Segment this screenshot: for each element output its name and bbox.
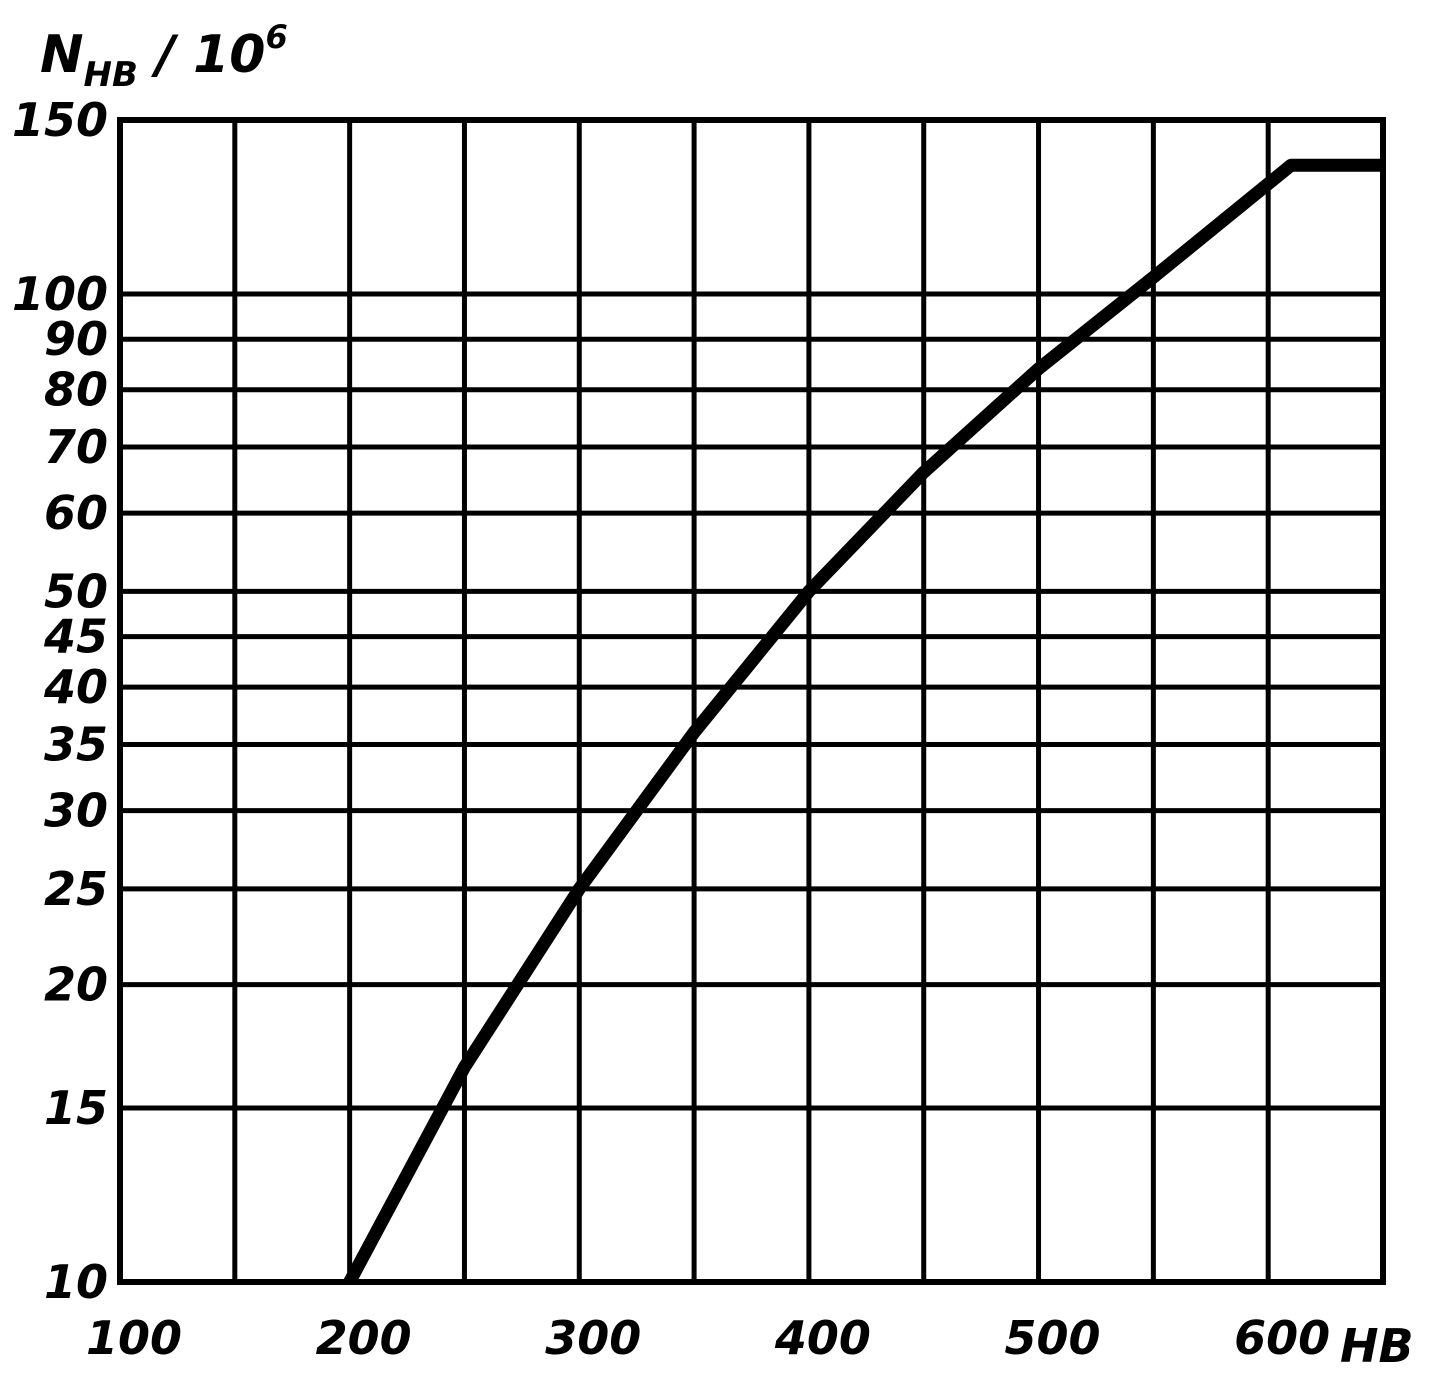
x-axis-unit: HB xyxy=(1340,1319,1414,1373)
y-tick-label: 50 xyxy=(44,564,108,618)
y-tick-label: 30 xyxy=(44,784,108,838)
y-tick-label: 60 xyxy=(44,486,108,540)
y-axis-title-main: N xyxy=(40,25,84,85)
x-tick-label: 500 xyxy=(1005,1311,1101,1365)
y-tick-label: 20 xyxy=(44,958,108,1012)
y-axis-title-suffix: / 10 xyxy=(138,25,266,85)
y-axis-title-superscript: 6 xyxy=(265,18,287,56)
plot-frame xyxy=(117,117,1386,1285)
x-tick-label: 200 xyxy=(316,1311,412,1365)
plot-border xyxy=(117,117,1386,1285)
x-tick-label: 100 xyxy=(86,1311,182,1365)
series xyxy=(343,158,1383,1286)
series-line-0 xyxy=(343,158,1383,1286)
y-tick-label: 150 xyxy=(12,93,108,147)
y-tick-label: 10 xyxy=(44,1255,108,1309)
x-tick-label: 300 xyxy=(545,1311,641,1365)
y-tick-label: 70 xyxy=(44,420,108,474)
y-axis-title-subscript: HB xyxy=(84,55,138,95)
y-axis-title: NHB / 106 xyxy=(40,18,288,95)
y-tick-label: 100 xyxy=(12,267,108,321)
y-tick-label: 25 xyxy=(44,862,108,916)
y-tick-label: 15 xyxy=(44,1081,108,1135)
x-tick-label: 400 xyxy=(774,1311,871,1365)
y-tick-label: 40 xyxy=(43,660,108,714)
y-tick-label: 35 xyxy=(44,717,108,771)
x-tick-label: 600 xyxy=(1234,1311,1330,1365)
y-tick-label: 45 xyxy=(43,610,108,664)
y-tick-label: 80 xyxy=(44,363,108,417)
grid xyxy=(120,120,1383,1282)
y-tick-label: 90 xyxy=(44,312,108,366)
x-tick-labels: 100 200 300 400 500 600 xyxy=(86,1311,1330,1365)
